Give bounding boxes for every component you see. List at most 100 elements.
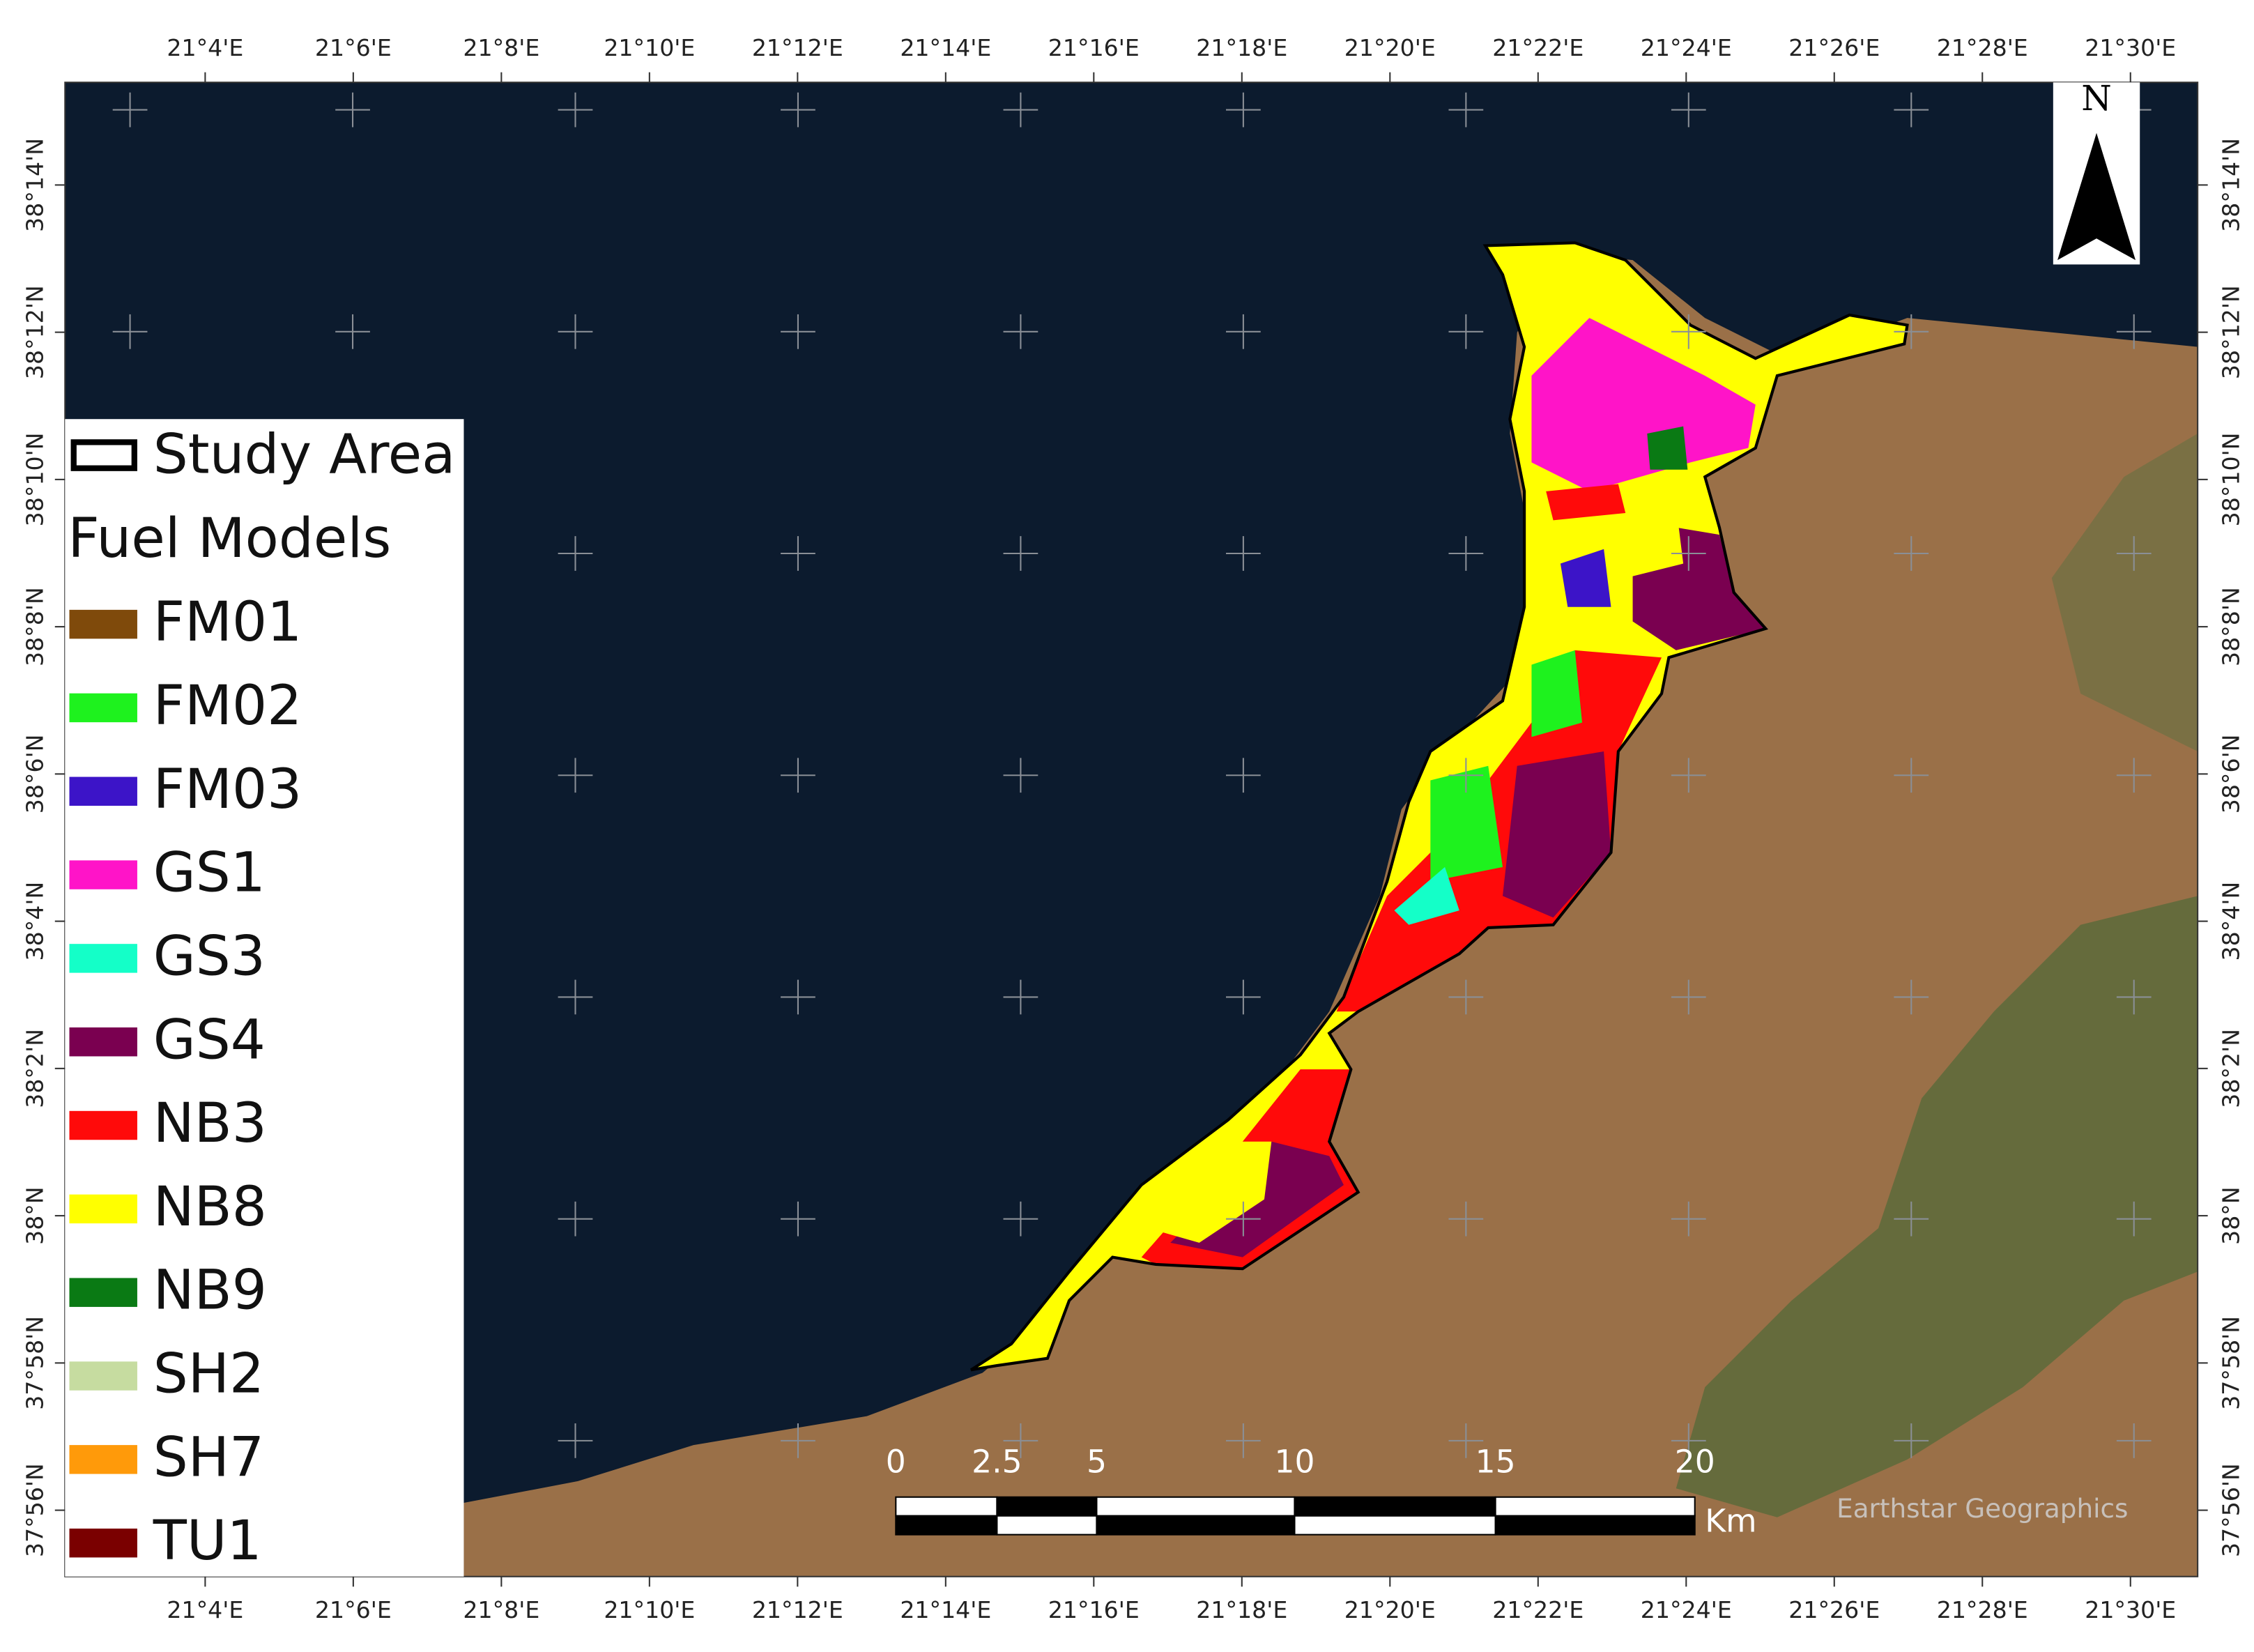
study-area-fm02 [1531, 650, 1583, 737]
right-axis-label: 38°2'N [2217, 1029, 2244, 1108]
legend-label: NB3 [153, 1091, 267, 1155]
bottom-axis-label: 21°16'E [1048, 1596, 1140, 1623]
bottom-axis-label: 21°20'E [1344, 1596, 1436, 1623]
top-axis-label: 21°12'E [752, 34, 843, 61]
legend-label: SH2 [153, 1342, 264, 1406]
land-vegetation [1676, 896, 2198, 1517]
right-axis-label: 38°8'N [2217, 587, 2244, 666]
legend-label: SH7 [153, 1425, 264, 1489]
legend-study-area: Study Area [153, 422, 456, 487]
bottom-axis-label: 21°30'E [2085, 1596, 2176, 1623]
top-axis-label: 21°30'E [2085, 34, 2176, 61]
north-arrow-shape [2057, 132, 2136, 261]
top-axis-label: 21°4'E [167, 34, 243, 61]
scale-segment [1096, 1515, 1296, 1536]
top-axis-label: 21°8'E [463, 34, 539, 61]
legend-title: Fuel Models [68, 506, 391, 570]
top-axis-label: 21°16'E [1048, 34, 1140, 61]
legend-label: GS3 [153, 924, 266, 988]
legend-swatch [69, 777, 137, 806]
legend-swatch [69, 1445, 137, 1474]
legend-swatch [69, 1110, 137, 1140]
legend-label: FM01 [153, 590, 302, 654]
top-axis-label: 21°14'E [900, 34, 991, 61]
legend-swatch [69, 944, 137, 973]
bottom-axis-label: 21°18'E [1196, 1596, 1287, 1623]
legend-label: NB8 [153, 1175, 267, 1239]
bottom-axis-label: 21°6'E [315, 1596, 392, 1623]
scale-segment [996, 1515, 1098, 1536]
top-axis-label: 21°28'E [1937, 34, 2028, 61]
legend: Study Area Fuel Models FM01 FM02 FM03 GS1 GS… [65, 419, 464, 1577]
right-axis-label: 38°4'N [2217, 882, 2244, 961]
study-area-nb8 [1149, 1141, 1272, 1243]
legend-swatch [69, 1278, 137, 1307]
study-area-nb8 [1618, 505, 1684, 579]
left-axis-label: 37°58'N [21, 1316, 48, 1410]
scale-label: 0 [886, 1444, 906, 1481]
top-axis-label: 21°6'E [315, 34, 392, 61]
right-axis-label: 38°14'N [2217, 138, 2244, 232]
legend-label: NB9 [153, 1258, 267, 1322]
right-axis-label: 37°56'N [2217, 1463, 2244, 1557]
bottom-axis-label: 21°26'E [1788, 1596, 1880, 1623]
legend-swatch [69, 1361, 137, 1391]
study-area-nb9 [1647, 426, 1688, 470]
study-area-outline [969, 241, 1909, 1372]
legend-label: FM03 [153, 757, 302, 821]
left-axis-label: 38°14'N [21, 138, 48, 232]
top-axis-label: 21°22'E [1492, 34, 1584, 61]
study-area-gs1 [1531, 318, 1756, 491]
right-axis-label: 38°10'N [2217, 432, 2244, 526]
bottom-axis-label: 21°10'E [604, 1596, 695, 1623]
legend-swatch [69, 1027, 137, 1057]
bottom-axis-label: 21°12'E [752, 1596, 843, 1623]
right-axis-label: 38°12'N [2217, 285, 2244, 379]
legend-swatch [69, 1528, 137, 1558]
legend-label: GS4 [153, 1007, 266, 1071]
legend-label: GS1 [153, 841, 266, 905]
study-area-swatch [70, 439, 137, 471]
legend-swatch [69, 693, 137, 723]
study-area-gs4 [1503, 751, 1611, 918]
top-axis-label: 21°10'E [604, 34, 695, 61]
study-area-gs3 [1394, 866, 1459, 925]
legend-label: FM02 [153, 673, 302, 737]
land-vegetation [2051, 433, 2198, 752]
scale-segment [1294, 1515, 1496, 1536]
study-area-fm03 [1560, 549, 1611, 607]
scale-segment [1494, 1515, 1696, 1536]
scale-unit: Km [1705, 1503, 1756, 1540]
top-axis-label: 21°24'E [1641, 34, 1732, 61]
legend-swatch [69, 860, 137, 889]
scale-label: 10 [1274, 1444, 1314, 1481]
scale-segment [1096, 1496, 1296, 1517]
scale-segment [895, 1515, 998, 1536]
scale-segment [996, 1496, 1098, 1517]
left-axis-label: 38°8'N [21, 587, 48, 666]
scale-label: 5 [1087, 1444, 1107, 1481]
land [463, 252, 2198, 1577]
scale-segment [1494, 1496, 1696, 1517]
left-axis-label: 38°2'N [21, 1029, 48, 1108]
north-arrow: N [2053, 78, 2140, 265]
left-axis-label: 38°4'N [21, 882, 48, 961]
right-axis-label: 37°58'N [2217, 1316, 2244, 1410]
bottom-axis-label: 21°14'E [900, 1596, 991, 1623]
attribution: Earthstar Geographics [1837, 1493, 2128, 1524]
left-axis-label: 38°10'N [21, 432, 48, 526]
north-label: N [2081, 78, 2112, 118]
right-axis-label: 38°6'N [2217, 734, 2244, 813]
left-axis-label: 38°12'N [21, 285, 48, 379]
scale-label: 2.5 [972, 1444, 1022, 1481]
left-axis-label: 38°6'N [21, 734, 48, 813]
scale-segment [1294, 1496, 1496, 1517]
top-axis-label: 21°18'E [1196, 34, 1287, 61]
bottom-axis-label: 21°24'E [1641, 1596, 1732, 1623]
bottom-axis-label: 21°8'E [463, 1596, 539, 1623]
legend-label: TU1 [153, 1508, 262, 1573]
scale-label: 20 [1675, 1444, 1715, 1481]
right-axis-label: 38°N [2217, 1186, 2244, 1245]
legend-swatch [69, 1194, 137, 1224]
